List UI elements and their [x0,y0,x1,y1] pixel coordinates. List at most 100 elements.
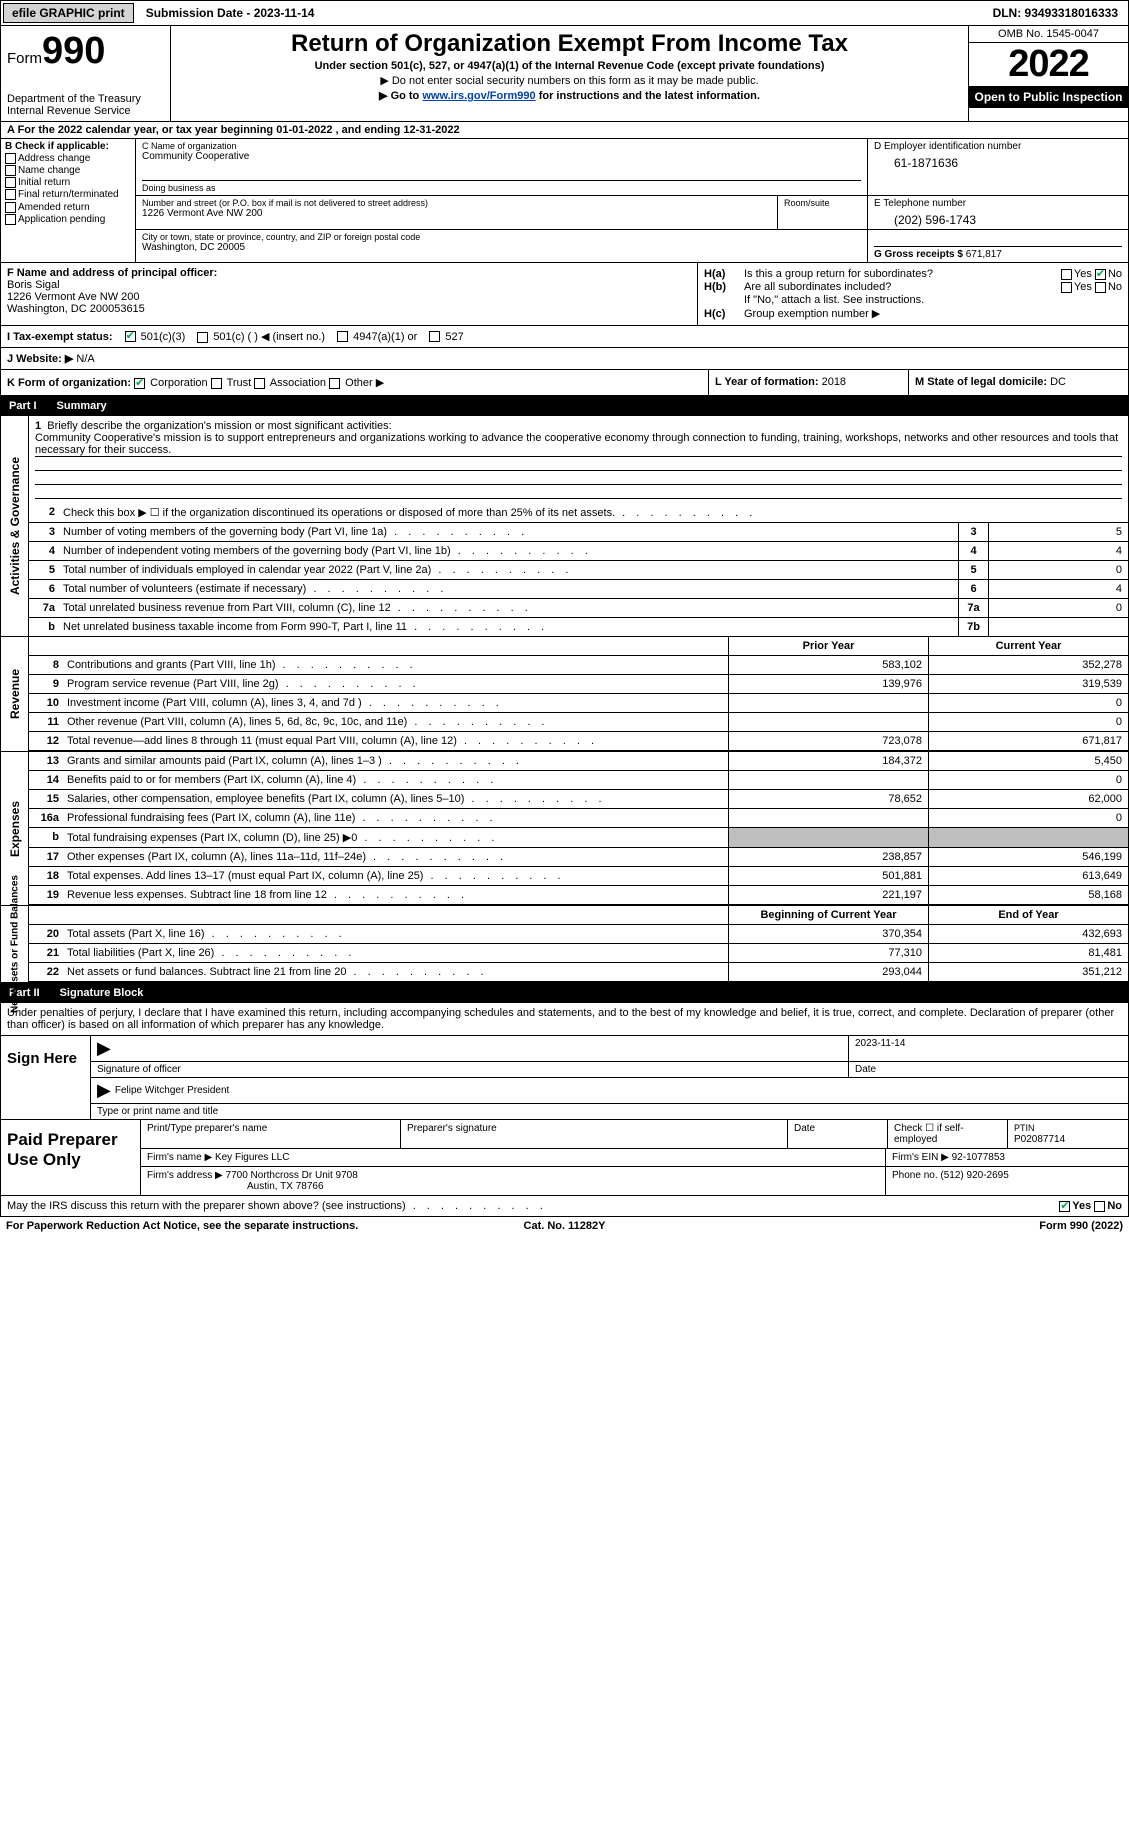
chk-4947[interactable] [337,331,348,342]
ein-value: 61-1871636 [874,152,1122,170]
irs-link[interactable]: www.irs.gov/Form990 [422,90,535,102]
fin-line: 14Benefits paid to or for members (Part … [29,771,1128,790]
discuss-no[interactable] [1094,1201,1105,1212]
chk-name-change[interactable]: Name change [5,165,131,176]
form-org-label: K Form of organization: [7,377,131,389]
hb-no[interactable] [1095,282,1106,293]
chk-final-return[interactable]: Final return/terminated [5,189,131,200]
firm-label: Firm's name ▶ [147,1152,212,1163]
hb-label: H(b) [704,281,744,293]
website-label: J Website: ▶ [7,353,73,365]
row-i: I Tax-exempt status: 501(c)(3) 501(c) ( … [0,326,1129,348]
dept-treasury: Department of the Treasury [7,93,164,105]
fin-line: 16aProfessional fundraising fees (Part I… [29,809,1128,828]
officer-label: F Name and address of principal officer: [7,267,217,279]
fin-line: 19Revenue less expenses. Subtract line 1… [29,886,1128,905]
efile-button[interactable]: efile GRAPHIC print [3,3,134,23]
ha-label: H(a) [704,268,744,280]
org-name: Community Cooperative [142,151,861,162]
fin-line: 22Net assets or fund balances. Subtract … [29,963,1128,982]
gov-line: 4Number of independent voting members of… [29,542,1128,561]
fin-line: 13Grants and similar amounts paid (Part … [29,752,1128,771]
city-label: City or town, state or province, country… [142,232,861,242]
gross-value: 671,817 [966,249,1002,260]
hc-text: Group exemption number ▶ [744,307,1122,320]
website-value: N/A [76,353,94,365]
chk-amended-return[interactable]: Amended return [5,202,131,213]
ha-no[interactable] [1095,269,1106,280]
chk-app-pending[interactable]: Application pending [5,214,131,225]
org-name-label: C Name of organization [142,141,861,151]
topbar: efile GRAPHIC print Submission Date - 20… [0,0,1129,26]
city-value: Washington, DC 20005 [142,242,861,253]
fin-line: 10Investment income (Part VIII, column (… [29,694,1128,713]
chk-527[interactable] [429,331,440,342]
addr-label: Number and street (or P.O. box if mail i… [142,198,771,208]
prep-h1: Print/Type preparer's name [141,1120,401,1148]
firm-ein: 92-1077853 [952,1152,1005,1163]
state-domicile: DC [1050,376,1066,388]
chk-initial-return[interactable]: Initial return [5,177,131,188]
tax-year: 2022 [969,43,1128,86]
gross-label: G Gross receipts $ [874,249,963,260]
officer-addr2: Washington, DC 200053615 [7,303,145,315]
fin-line: 18Total expenses. Add lines 13–17 (must … [29,867,1128,886]
fin-line: 15Salaries, other compensation, employee… [29,790,1128,809]
year-formation-label: L Year of formation: [715,376,819,388]
fin-line: 20Total assets (Part X, line 16)370,3544… [29,925,1128,944]
fin-line: 17Other expenses (Part IX, column (A), l… [29,848,1128,867]
ha-yes[interactable] [1061,269,1072,280]
side-expenses: Expenses [8,800,22,856]
part2-header: Part II Signature Block [0,983,1129,1003]
hb-note: If "No," attach a list. See instructions… [744,294,1122,306]
omb-number: OMB No. 1545-0047 [969,26,1128,43]
submission-date: Submission Date - 2023-11-14 [136,4,325,22]
year-formation: 2018 [822,376,846,388]
check-applicable-label: B Check if applicable: [5,141,109,152]
sig-name-label: Type or print name and title [91,1104,1128,1119]
ssn-note: ▶ Do not enter social security numbers o… [177,74,962,87]
chk-address-change[interactable]: Address change [5,153,131,164]
irs-label: Internal Revenue Service [7,105,164,117]
tax-exempt-label: I Tax-exempt status: [7,331,113,343]
fin-line: 8Contributions and grants (Part VIII, li… [29,656,1128,675]
hc-label: H(c) [704,308,744,320]
hb-yes[interactable] [1061,282,1072,293]
fin-line: 9Program service revenue (Part VIII, lin… [29,675,1128,694]
sig-declaration: Under penalties of perjury, I declare th… [1,1003,1128,1035]
firm-phone-label: Phone no. [892,1170,938,1181]
firm-name: Key Figures LLC [215,1152,289,1163]
side-governance: Activities & Governance [8,457,22,595]
chk-trust[interactable] [211,378,222,389]
chk-other[interactable] [329,378,340,389]
chk-corp[interactable] [134,378,145,389]
state-domicile-label: M State of legal domicile: [915,376,1047,388]
room-label: Room/suite [784,198,861,208]
dln: DLN: 93493318016333 [983,4,1128,22]
ha-text: Is this a group return for subordinates? [744,268,1061,280]
ein-label: D Employer identification number [874,141,1122,152]
gov-line: 2Check this box ▶ ☐ if the organization … [29,503,1128,523]
row-j: J Website: ▶ N/A [0,348,1129,370]
firm-addr-label: Firm's address ▶ [147,1170,223,1181]
chk-501c3[interactable] [125,331,136,342]
form-header: Form990 Department of the Treasury Inter… [0,26,1129,122]
fin-line: 21Total liabilities (Part X, line 26)77,… [29,944,1128,963]
firm-addr1: 7700 Northcross Dr Unit 9708 [226,1170,358,1181]
discuss-yes[interactable] [1059,1201,1070,1212]
chk-assoc[interactable] [254,378,265,389]
part1-header: Part I Summary [0,396,1129,416]
chk-501c[interactable] [197,332,208,343]
mission-text: Community Cooperative's mission is to su… [35,432,1122,457]
dba-label: Doing business as [142,180,861,193]
na-header: Beginning of Current Year End of Year [29,906,1128,925]
tel-value: (202) 596-1743 [874,209,1122,227]
fin-header: Prior Year Current Year [29,637,1128,656]
sig-date: 2023-11-14 [848,1036,1128,1061]
sign-here-label: Sign Here [1,1036,91,1119]
gov-line: 6Total number of volunteers (estimate if… [29,580,1128,599]
fin-line: 11Other revenue (Part VIII, column (A), … [29,713,1128,732]
paid-preparer-label: Paid Preparer Use Only [1,1120,141,1195]
col-b: B Check if applicable: Address change Na… [1,139,136,262]
footer-question: May the IRS discuss this return with the… [0,1196,1129,1217]
